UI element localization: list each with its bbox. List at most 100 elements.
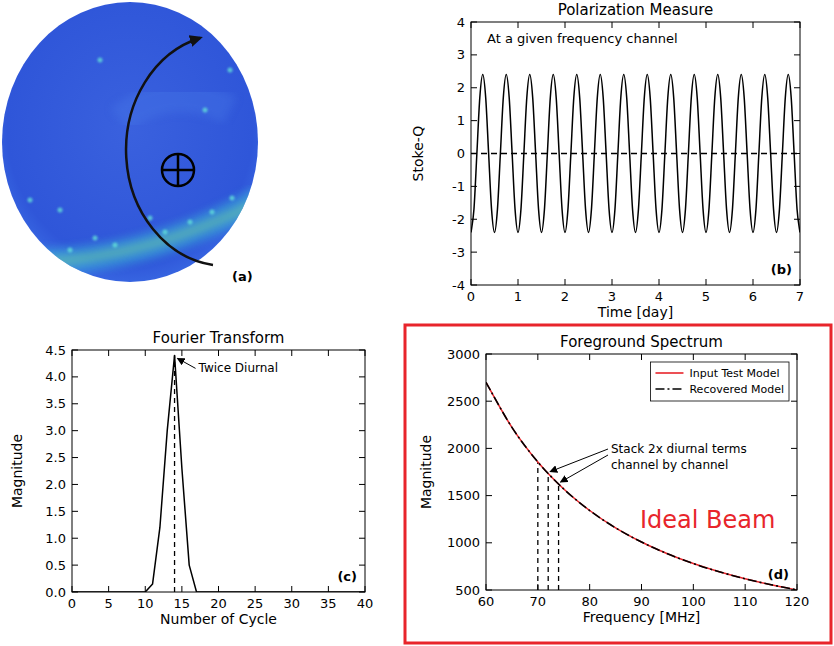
- tick: [108, 586, 109, 592]
- chart-panel: 01234567-4-3-2-101234Polarization Measur…: [410, 1, 804, 320]
- tick-label: 0: [467, 289, 475, 304]
- tick: [255, 586, 256, 592]
- radio-source: [188, 220, 193, 225]
- axis-title: Magnitude: [418, 435, 434, 509]
- tick-label: 3.0: [45, 423, 66, 438]
- tick-label: 7: [796, 289, 804, 304]
- tick: [706, 279, 707, 285]
- tick: [518, 279, 519, 285]
- tick: [72, 484, 78, 485]
- annotation: Ideal Beam: [640, 506, 775, 534]
- tick: [486, 401, 492, 402]
- tick: [72, 586, 73, 592]
- plot-data: [471, 75, 800, 233]
- radio-source: [203, 108, 208, 113]
- data-line: [471, 75, 800, 233]
- tick-label: 4: [457, 15, 465, 30]
- tick: [181, 586, 182, 592]
- legend-label: Recovered Model: [689, 383, 784, 396]
- radio-source: [113, 243, 118, 248]
- galactic-plane: [40, 200, 262, 262]
- tick: [791, 590, 797, 591]
- radio-source: [148, 216, 153, 221]
- tick: [72, 457, 78, 458]
- tick: [359, 403, 365, 404]
- sky-panel: [2, 2, 262, 282]
- panel-label: (d): [768, 567, 789, 582]
- tick-label: 120: [785, 594, 810, 609]
- tick: [565, 279, 566, 285]
- page: {"chart_data":[ {"type":"image","label":…: [0, 0, 834, 646]
- tick: [218, 350, 219, 356]
- tick-label: 1: [457, 113, 465, 128]
- plot-data: [486, 382, 797, 590]
- tick: [72, 376, 78, 377]
- annotation-line: Stack 2x diurnal terms: [611, 442, 747, 456]
- chart-panel: 6070809010011012050010001500200025003000…: [418, 333, 809, 625]
- bright-source: [250, 241, 255, 246]
- zenith-marker: [177, 154, 180, 186]
- tick: [486, 354, 492, 355]
- axis-title: Frequency [MHz]: [583, 609, 701, 625]
- legend-label: Input Test Model: [689, 367, 779, 380]
- tick: [612, 279, 613, 285]
- tick: [800, 22, 801, 28]
- tick: [791, 401, 797, 402]
- tick-label: 6: [749, 289, 757, 304]
- tick-label: 90: [633, 594, 650, 609]
- tick-label: 0.0: [45, 585, 66, 600]
- tick: [365, 350, 366, 356]
- tick: [359, 565, 365, 566]
- tick: [328, 350, 329, 356]
- tick: [145, 350, 146, 356]
- tick: [745, 584, 746, 590]
- tick-label: 15: [174, 596, 191, 611]
- reference-line: [548, 474, 549, 590]
- radio-source: [28, 198, 33, 203]
- radio-source: [210, 210, 215, 215]
- axis-title: Number of Cycle: [160, 611, 277, 627]
- reference-line: [537, 462, 538, 590]
- tick-label: 1000: [447, 535, 480, 550]
- tick-label: 60: [478, 594, 495, 609]
- tick: [471, 186, 477, 187]
- tick-label: 500: [455, 583, 480, 598]
- tick-label: 4.0: [45, 369, 66, 384]
- chart-title: Fourier Transform: [153, 329, 285, 347]
- tick: [359, 538, 365, 539]
- galactic-plane: [30, 198, 262, 262]
- tick-label: 70: [530, 594, 547, 609]
- reference-line: [174, 355, 175, 592]
- tick: [706, 22, 707, 28]
- tick: [486, 584, 487, 590]
- tick-label: 20: [210, 596, 227, 611]
- tick-label: 1.0: [45, 531, 66, 546]
- tick: [365, 586, 366, 592]
- annotation: Stack 2x diurnal termschannel by channel: [611, 442, 747, 472]
- tick-label: 10: [137, 596, 154, 611]
- tick-label: -2: [452, 212, 465, 227]
- tick: [145, 586, 146, 592]
- tick-label: -1: [452, 179, 465, 194]
- tick-label: 3.5: [45, 396, 66, 411]
- tick-label: 3000: [447, 347, 480, 362]
- tick: [791, 448, 797, 449]
- tick: [794, 153, 800, 154]
- plot-frame: [471, 22, 800, 285]
- tick: [800, 279, 801, 285]
- tick-label: 100: [681, 594, 706, 609]
- tick-label: 2: [457, 80, 465, 95]
- tick-label: 2000: [447, 441, 480, 456]
- tick-label: 0: [68, 596, 76, 611]
- data-line: [486, 382, 797, 590]
- tick: [565, 22, 566, 28]
- tick-label: 0: [457, 146, 465, 161]
- tick: [359, 430, 365, 431]
- tick-label: 5: [702, 289, 710, 304]
- tick: [486, 448, 492, 449]
- tick: [291, 586, 292, 592]
- tick: [255, 350, 256, 356]
- tick: [471, 279, 472, 285]
- tick: [794, 219, 800, 220]
- plot-background: [471, 22, 800, 285]
